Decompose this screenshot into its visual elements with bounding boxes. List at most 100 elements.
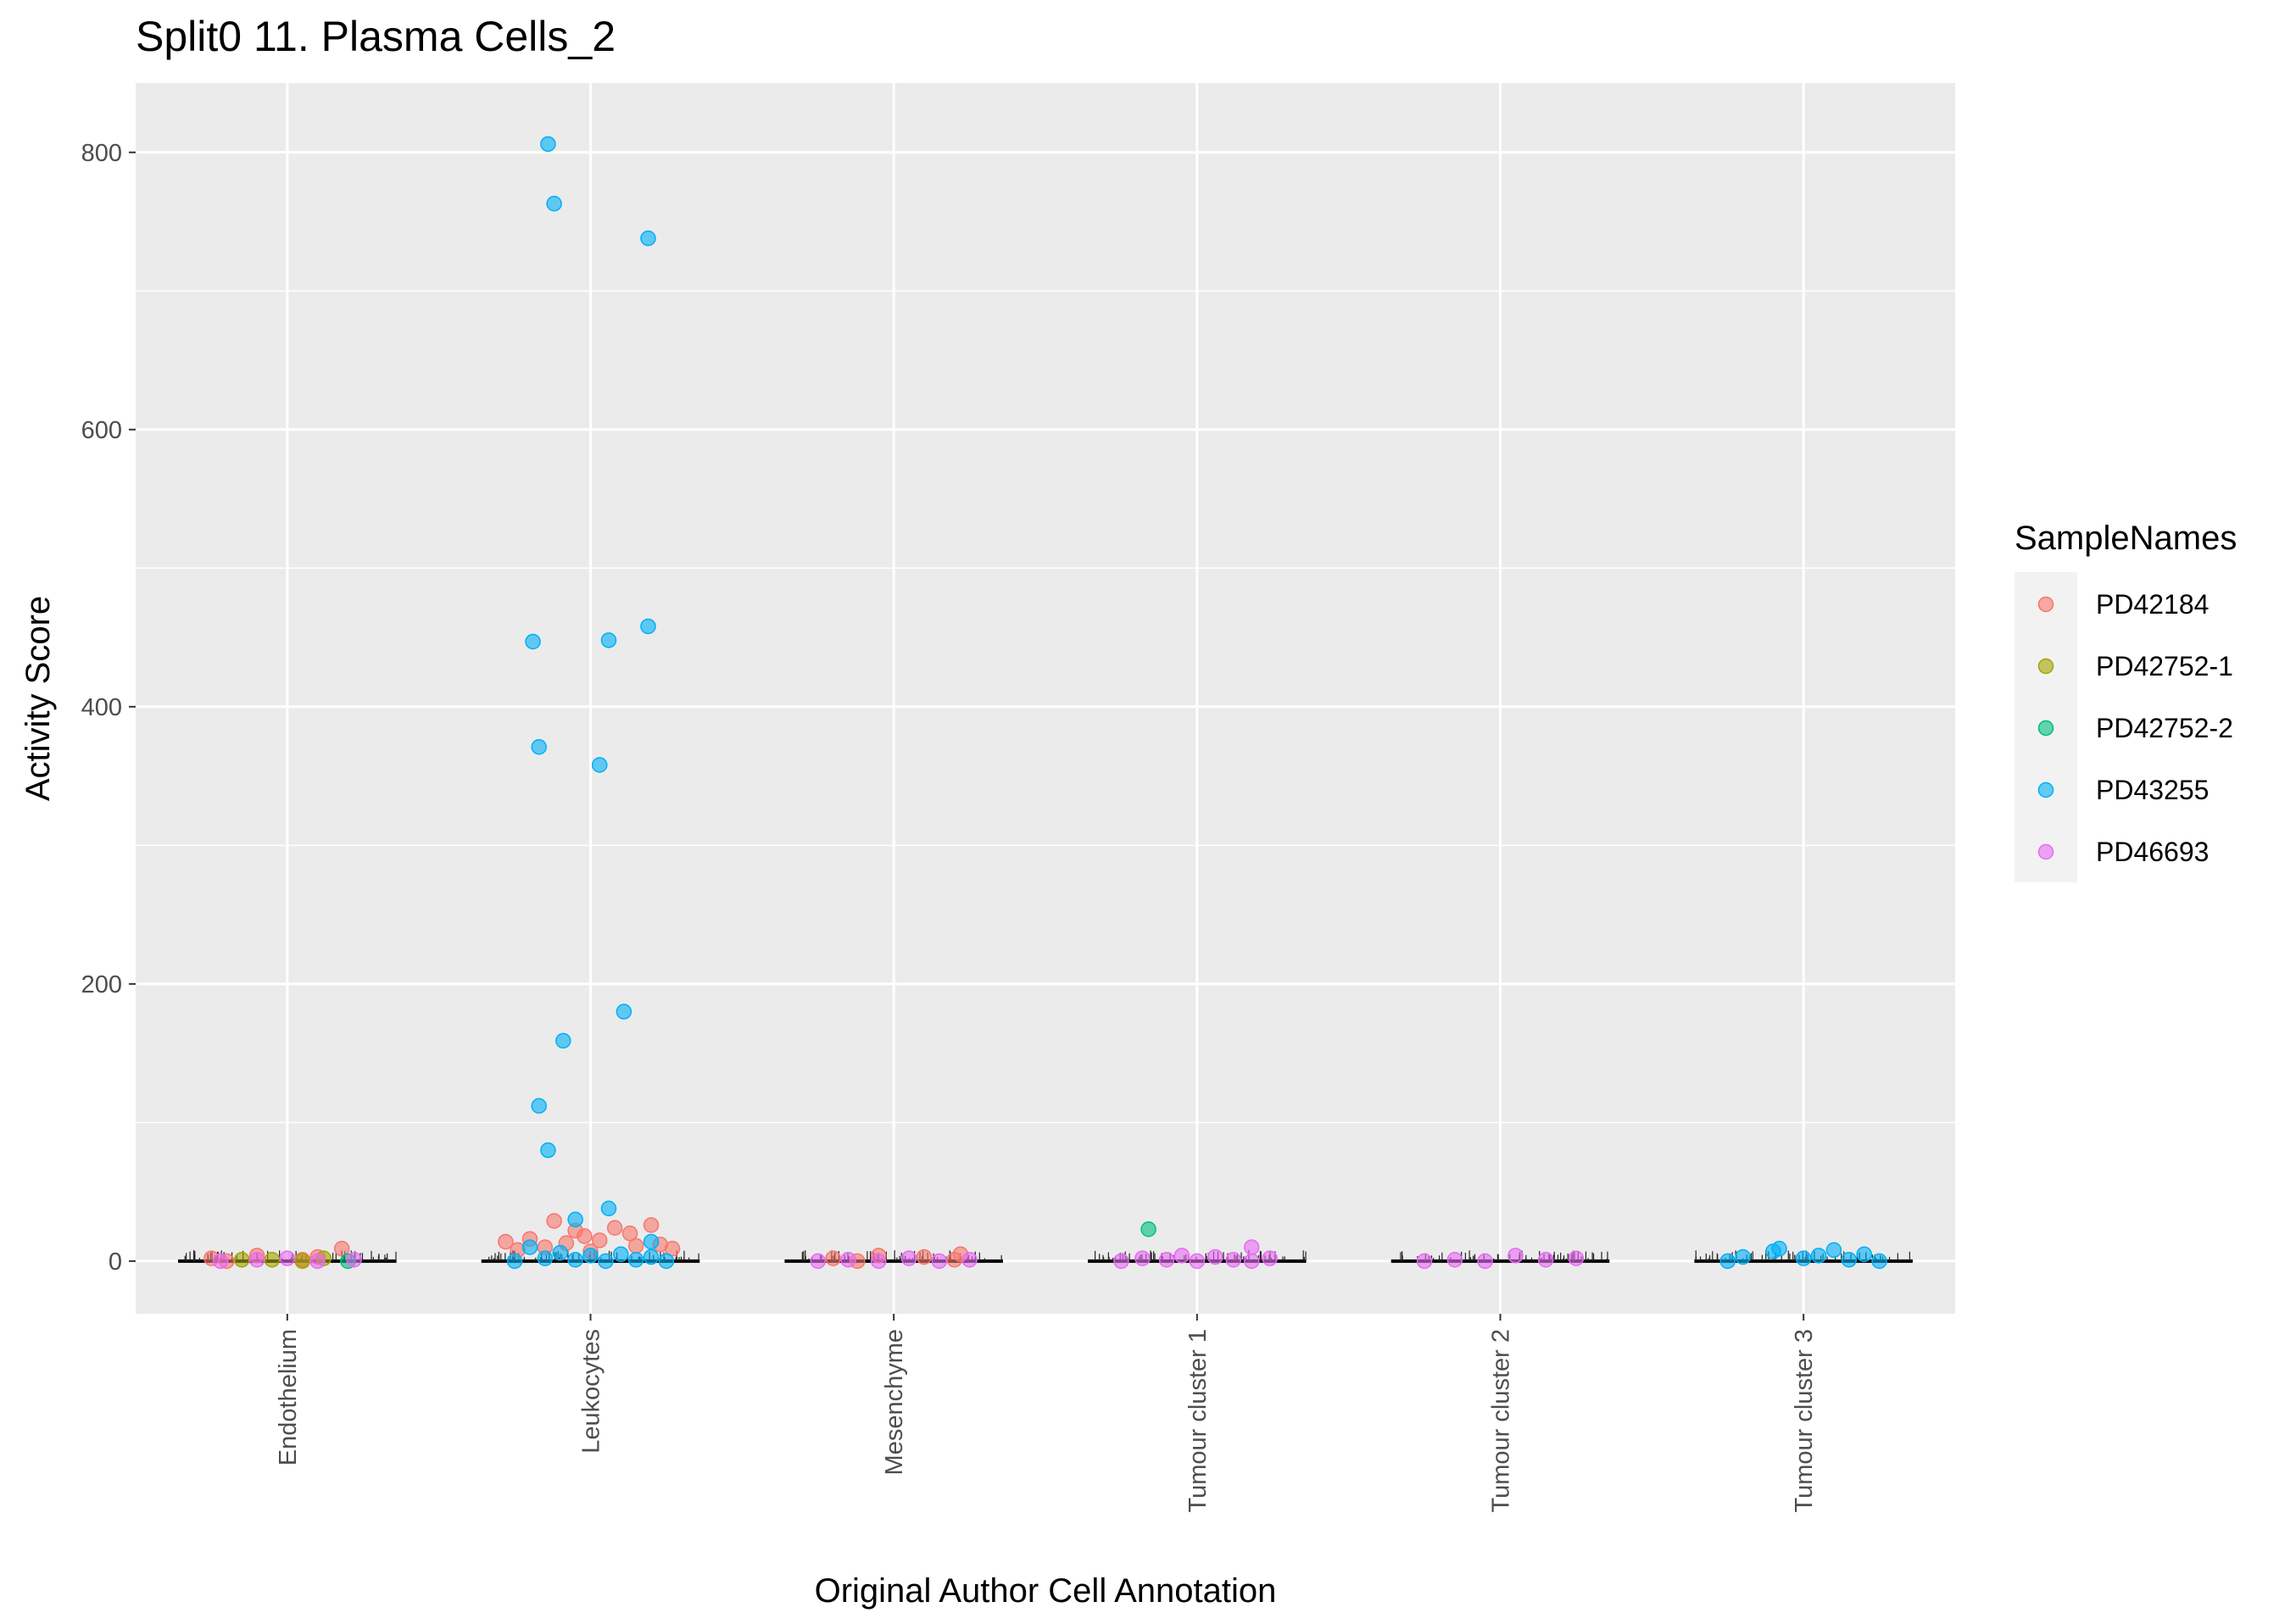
data-point — [567, 1251, 583, 1268]
y-tick-label: 600 — [81, 417, 122, 444]
x-axis-title: Original Author Cell Annotation — [815, 1572, 1277, 1610]
data-point — [621, 1225, 638, 1242]
legend-title: SampleNames — [2015, 520, 2237, 557]
data-points — [203, 136, 1887, 1270]
data-point — [1719, 1253, 1736, 1270]
data-point — [567, 1211, 583, 1228]
data-point — [840, 1251, 856, 1268]
data-point — [537, 1250, 554, 1266]
data-point — [640, 230, 656, 247]
data-point — [1140, 1221, 1156, 1237]
data-point — [531, 1098, 547, 1114]
data-point — [600, 632, 617, 648]
y-tick-label: 800 — [81, 140, 122, 167]
data-point — [658, 1253, 675, 1270]
data-point — [1416, 1253, 1433, 1270]
data-point — [600, 1200, 617, 1216]
data-point — [1735, 1249, 1751, 1265]
legend-swatch — [2037, 596, 2054, 613]
data-point — [546, 196, 562, 212]
data-point — [627, 1237, 644, 1254]
data-point — [1477, 1253, 1493, 1270]
data-point — [346, 1251, 362, 1268]
data-point — [1262, 1250, 1278, 1266]
data-point — [627, 1251, 644, 1268]
y-axis: 0 200 400 600 800 — [81, 140, 136, 1276]
data-point — [643, 1233, 660, 1250]
legend: SampleNames PD42184PD42752-1PD42752-2PD4… — [2015, 520, 2237, 882]
data-point — [1207, 1249, 1223, 1265]
data-point — [613, 1246, 629, 1262]
data-point — [309, 1253, 326, 1270]
data-point — [810, 1253, 826, 1270]
data-point — [1841, 1251, 1858, 1268]
legend-swatch — [2037, 781, 2054, 798]
y-tick-label: 0 — [109, 1249, 122, 1276]
grid-minor — [136, 290, 1955, 1124]
chart-title: Split0 11. Plasma Cells_2 — [136, 13, 616, 60]
legend-label: PD46693 — [2096, 837, 2209, 867]
legend-label: PD42184 — [2096, 589, 2209, 620]
data-point — [279, 1250, 296, 1266]
x-tick-label: Tumour cluster 2 — [1488, 1329, 1515, 1513]
data-point — [1795, 1250, 1812, 1266]
data-point — [640, 618, 656, 635]
data-point — [1568, 1250, 1585, 1266]
x-tick-label: Endothelium — [275, 1329, 302, 1465]
data-point — [1771, 1240, 1787, 1257]
data-point — [1243, 1253, 1260, 1270]
legend-swatch — [2037, 843, 2054, 860]
data-point — [1825, 1242, 1842, 1259]
data-point — [582, 1248, 599, 1264]
plot-panel — [136, 83, 1955, 1314]
legend-swatch — [2037, 720, 2054, 737]
data-point — [931, 1253, 948, 1270]
data-point — [248, 1251, 265, 1268]
data-point — [1537, 1251, 1554, 1268]
data-point — [264, 1251, 281, 1268]
data-point — [1810, 1248, 1827, 1264]
y-axis-title: Activity Score — [20, 596, 57, 801]
data-point — [643, 1249, 660, 1265]
data-point — [555, 1032, 571, 1049]
x-tick-label: Mesenchyme — [881, 1329, 908, 1475]
data-point — [825, 1250, 841, 1266]
data-point — [577, 1228, 593, 1244]
data-point — [521, 1239, 538, 1255]
x-tick-label: Leukocytes — [578, 1329, 605, 1454]
data-point — [333, 1240, 350, 1257]
data-point — [606, 1220, 623, 1236]
data-point — [1446, 1251, 1463, 1268]
data-point — [540, 1142, 556, 1159]
data-point — [1113, 1253, 1129, 1270]
x-tick-label: Tumour cluster 1 — [1184, 1329, 1212, 1513]
data-point — [591, 1232, 608, 1249]
data-point — [916, 1249, 933, 1265]
data-point — [540, 136, 556, 153]
data-point — [643, 1217, 660, 1233]
data-point — [525, 633, 541, 650]
data-point — [1158, 1251, 1175, 1268]
data-point — [506, 1253, 523, 1270]
legend-swatch — [2037, 658, 2054, 675]
data-point — [1507, 1248, 1524, 1264]
y-tick-label: 200 — [81, 971, 122, 998]
data-point — [1134, 1250, 1151, 1266]
data-point — [233, 1251, 250, 1268]
grid-major — [136, 83, 1955, 1314]
y-tick-label: 400 — [81, 694, 122, 721]
x-tick-label: Tumour cluster 3 — [1791, 1329, 1818, 1513]
data-point — [1871, 1253, 1887, 1270]
legend-label: PD43255 — [2096, 775, 2209, 805]
data-point — [900, 1250, 917, 1266]
data-point — [946, 1251, 962, 1268]
data-point — [1243, 1239, 1260, 1255]
data-point — [1225, 1251, 1242, 1268]
data-point — [498, 1233, 514, 1250]
data-point — [294, 1253, 310, 1270]
legend-label: PD42752-1 — [2096, 651, 2233, 681]
data-point — [1189, 1253, 1206, 1270]
data-point — [598, 1253, 614, 1270]
data-point — [552, 1244, 568, 1261]
